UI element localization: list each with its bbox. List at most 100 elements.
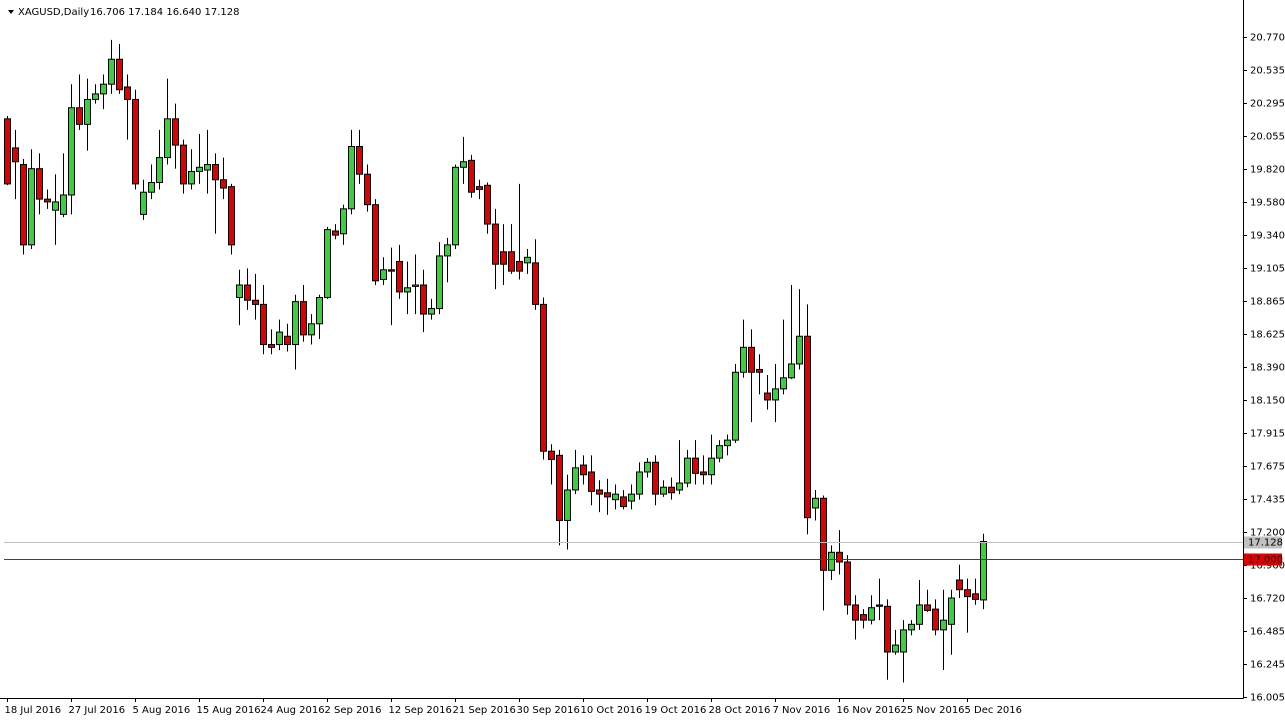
candle-body [220, 179, 227, 189]
candle-body [364, 173, 371, 206]
candle-body [380, 269, 387, 280]
candle-body [916, 604, 923, 625]
candle-body [196, 166, 203, 172]
candle-body [20, 164, 27, 246]
candle-body [820, 497, 827, 571]
candle-body [564, 489, 571, 521]
candle-body [604, 492, 611, 498]
candle-body [780, 377, 787, 390]
candle-body [276, 331, 283, 346]
candle-body [860, 614, 867, 621]
y-tick-label: 17.675 [1250, 462, 1285, 473]
ohlc-header: 16.706 17.184 16.640 17.128 [90, 7, 240, 18]
candle-body [876, 604, 883, 607]
candle-body [36, 168, 43, 200]
candle-body [180, 144, 187, 185]
candle-body [332, 230, 339, 236]
candle-body [804, 335, 811, 519]
candle-body [980, 541, 987, 601]
candle-body [516, 260, 523, 272]
x-tick-label: 7 Nov 2016 [773, 705, 831, 716]
y-tick-label: 16.245 [1250, 660, 1285, 671]
candle-body [748, 346, 755, 373]
candle-body [900, 629, 907, 653]
candle-body [340, 208, 347, 235]
candle-body [444, 244, 451, 257]
y-tick-label: 20.295 [1250, 99, 1285, 110]
candle-body [404, 287, 411, 293]
x-tick-label: 12 Sep 2016 [389, 705, 452, 716]
x-tick-label: 2 Sep 2016 [325, 705, 382, 716]
candle-body [788, 363, 795, 379]
candle-body [652, 461, 659, 495]
candle-body [692, 457, 699, 474]
candle-body [436, 255, 443, 310]
candle-body [844, 561, 851, 606]
candle-body [732, 371, 739, 441]
chart-title: XAGUSD,Daily [18, 7, 89, 18]
x-tick-label: 15 Aug 2016 [197, 705, 261, 716]
y-tick-label: 16.485 [1250, 627, 1285, 638]
candle-body [932, 608, 939, 631]
price-label-box [1244, 536, 1282, 549]
candle-body [972, 593, 979, 600]
candle-body [636, 471, 643, 495]
candle-body [868, 607, 875, 621]
candle-body [580, 464, 587, 476]
candle-body [796, 335, 803, 365]
price-label: 17.128 [1248, 538, 1283, 549]
candle-body [556, 454, 563, 521]
candle-body [892, 644, 899, 653]
x-tick-label: 5 Aug 2016 [133, 705, 191, 716]
candle-body [4, 118, 11, 185]
x-tick-label: 27 Jul 2016 [69, 705, 126, 716]
candle-body [612, 493, 619, 501]
x-tick-label: 10 Oct 2016 [581, 705, 643, 716]
y-tick-label: 17.915 [1250, 429, 1285, 440]
candle-body [484, 184, 491, 225]
y-tick-label: 19.820 [1250, 165, 1285, 176]
y-tick-label: 20.770 [1250, 33, 1285, 44]
candle-body [452, 166, 459, 246]
y-tick-label: 19.105 [1250, 264, 1285, 275]
candle-body [908, 623, 915, 631]
candle-body [948, 597, 955, 625]
candle-body [12, 147, 19, 163]
x-tick-label: 24 Aug 2016 [261, 705, 325, 716]
candle-body [956, 579, 963, 591]
candle-body [100, 83, 107, 95]
candle-body [28, 168, 35, 246]
candle-body [684, 457, 691, 484]
y-tick-label: 16.005 [1250, 693, 1285, 704]
candle-body [108, 58, 115, 85]
candle-body [476, 186, 483, 190]
candle-body [724, 439, 731, 447]
candle-body [588, 471, 595, 492]
candle-body [388, 269, 395, 272]
candle-body [708, 457, 715, 476]
x-tick-label: 18 Jul 2016 [5, 705, 62, 716]
candle-body [228, 186, 235, 246]
y-tick-label: 17.435 [1250, 495, 1285, 506]
candle-body [268, 344, 275, 348]
candle-body [812, 497, 819, 509]
candle-body [852, 604, 859, 621]
candle-body [92, 93, 99, 100]
y-tick-label: 18.150 [1250, 396, 1285, 407]
candle-body [492, 223, 499, 265]
candle-body [540, 303, 547, 452]
candle-body [828, 551, 835, 571]
x-tick-label: 21 Sep 2016 [453, 705, 516, 716]
price-label-box [1244, 553, 1282, 566]
candle-body [548, 450, 555, 461]
candle-body [148, 182, 155, 193]
candle-body [68, 107, 75, 196]
candle-body [836, 551, 843, 563]
candle-body [156, 157, 163, 184]
candle-body [324, 229, 331, 298]
candle-body [940, 619, 947, 631]
y-tick-label: 20.535 [1250, 66, 1285, 77]
candle-body [644, 461, 651, 473]
candle-body [772, 388, 779, 401]
